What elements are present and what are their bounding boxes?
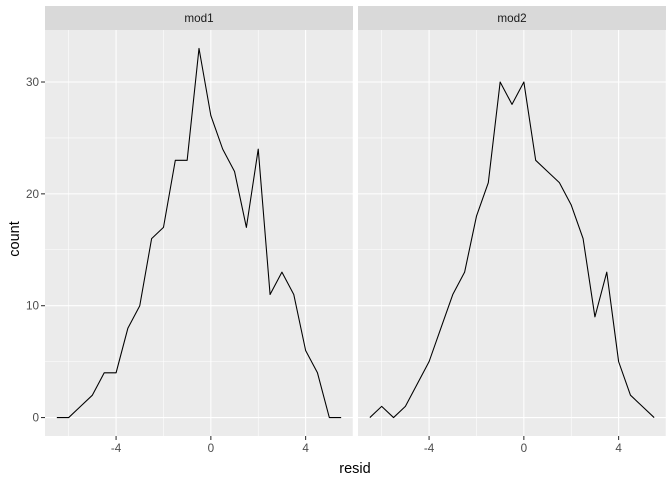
y-axis: 0 10 20 30 — [26, 76, 45, 425]
x-tick-label: -4 — [424, 442, 435, 455]
y-tick-label: 30 — [26, 76, 40, 89]
panel-background — [358, 30, 666, 436]
x-tick-label: 0 — [208, 442, 215, 455]
y-tick-label: 20 — [26, 188, 40, 201]
series-line-mod2 — [369, 81, 655, 419]
x-tick-label: 4 — [302, 442, 309, 455]
facet-mod2: mod2 — [358, 6, 667, 436]
facet-strip-label: mod1 — [184, 12, 213, 25]
y-axis-title: count — [7, 221, 23, 256]
facet-strip — [358, 6, 666, 30]
x-tick-label: 0 — [521, 442, 528, 455]
facet-panels: mod1 mod2 — [45, 6, 667, 436]
panel-background — [45, 30, 353, 436]
y-tick-label: 0 — [32, 412, 39, 425]
x-axes: -4 0 4 -4 0 4 — [111, 436, 622, 455]
x-tick-label: 4 — [615, 442, 622, 455]
facet-mod1: mod1 — [45, 6, 354, 436]
x-axis-title: resid — [339, 461, 370, 477]
facet-strip — [45, 6, 353, 30]
series-line-mod1 — [56, 47, 342, 419]
facet-strip-label: mod2 — [497, 12, 526, 25]
y-tick-label: 10 — [26, 300, 40, 313]
x-tick-label: -4 — [111, 442, 122, 455]
